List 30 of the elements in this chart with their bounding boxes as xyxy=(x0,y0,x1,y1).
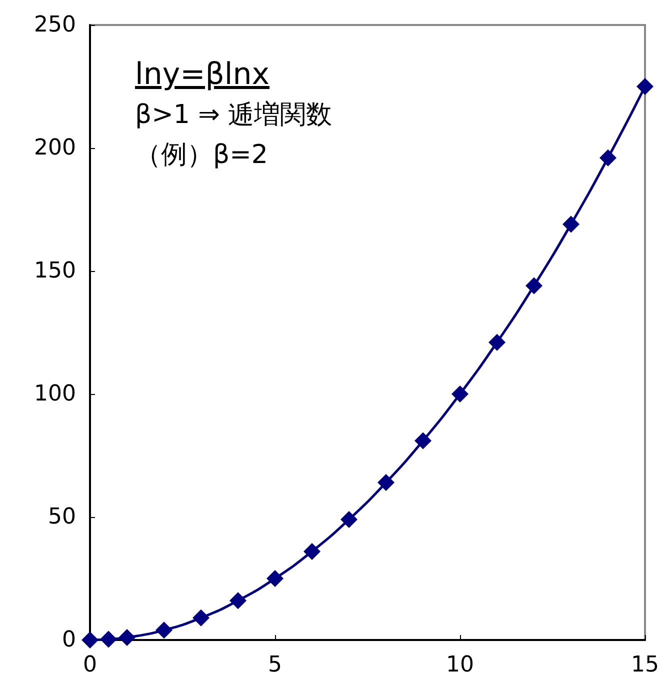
point xyxy=(156,622,172,639)
point xyxy=(266,570,284,587)
point xyxy=(304,542,320,560)
point xyxy=(192,609,210,626)
y-tick-label: 50 xyxy=(48,504,76,530)
y-tick-label: 0 xyxy=(62,628,76,652)
point xyxy=(452,386,468,402)
y-tick-label: 250 xyxy=(34,12,76,38)
x-tick-label: 10 xyxy=(446,652,474,678)
y-tick-label: 150 xyxy=(34,258,76,284)
point xyxy=(340,510,358,528)
y-tick-label: 100 xyxy=(34,382,76,406)
x-tick-label: 5 xyxy=(268,652,282,678)
point xyxy=(118,629,136,646)
point xyxy=(600,149,616,166)
point xyxy=(562,216,580,233)
annotation: （例）β=2 xyxy=(135,139,269,172)
point xyxy=(230,592,246,610)
point xyxy=(100,630,117,648)
point xyxy=(526,277,542,294)
point xyxy=(636,78,654,95)
annotation: lny=βlnx xyxy=(135,56,270,94)
x-tick-label: 15 xyxy=(631,652,659,678)
point xyxy=(488,334,506,351)
point xyxy=(378,474,394,492)
point xyxy=(82,632,98,648)
x-tick-label: 0 xyxy=(83,652,97,678)
y-tick-label: 200 xyxy=(34,136,76,160)
annotation: β>1 ⇒ 逓増関数 xyxy=(135,99,332,132)
point xyxy=(414,432,432,450)
